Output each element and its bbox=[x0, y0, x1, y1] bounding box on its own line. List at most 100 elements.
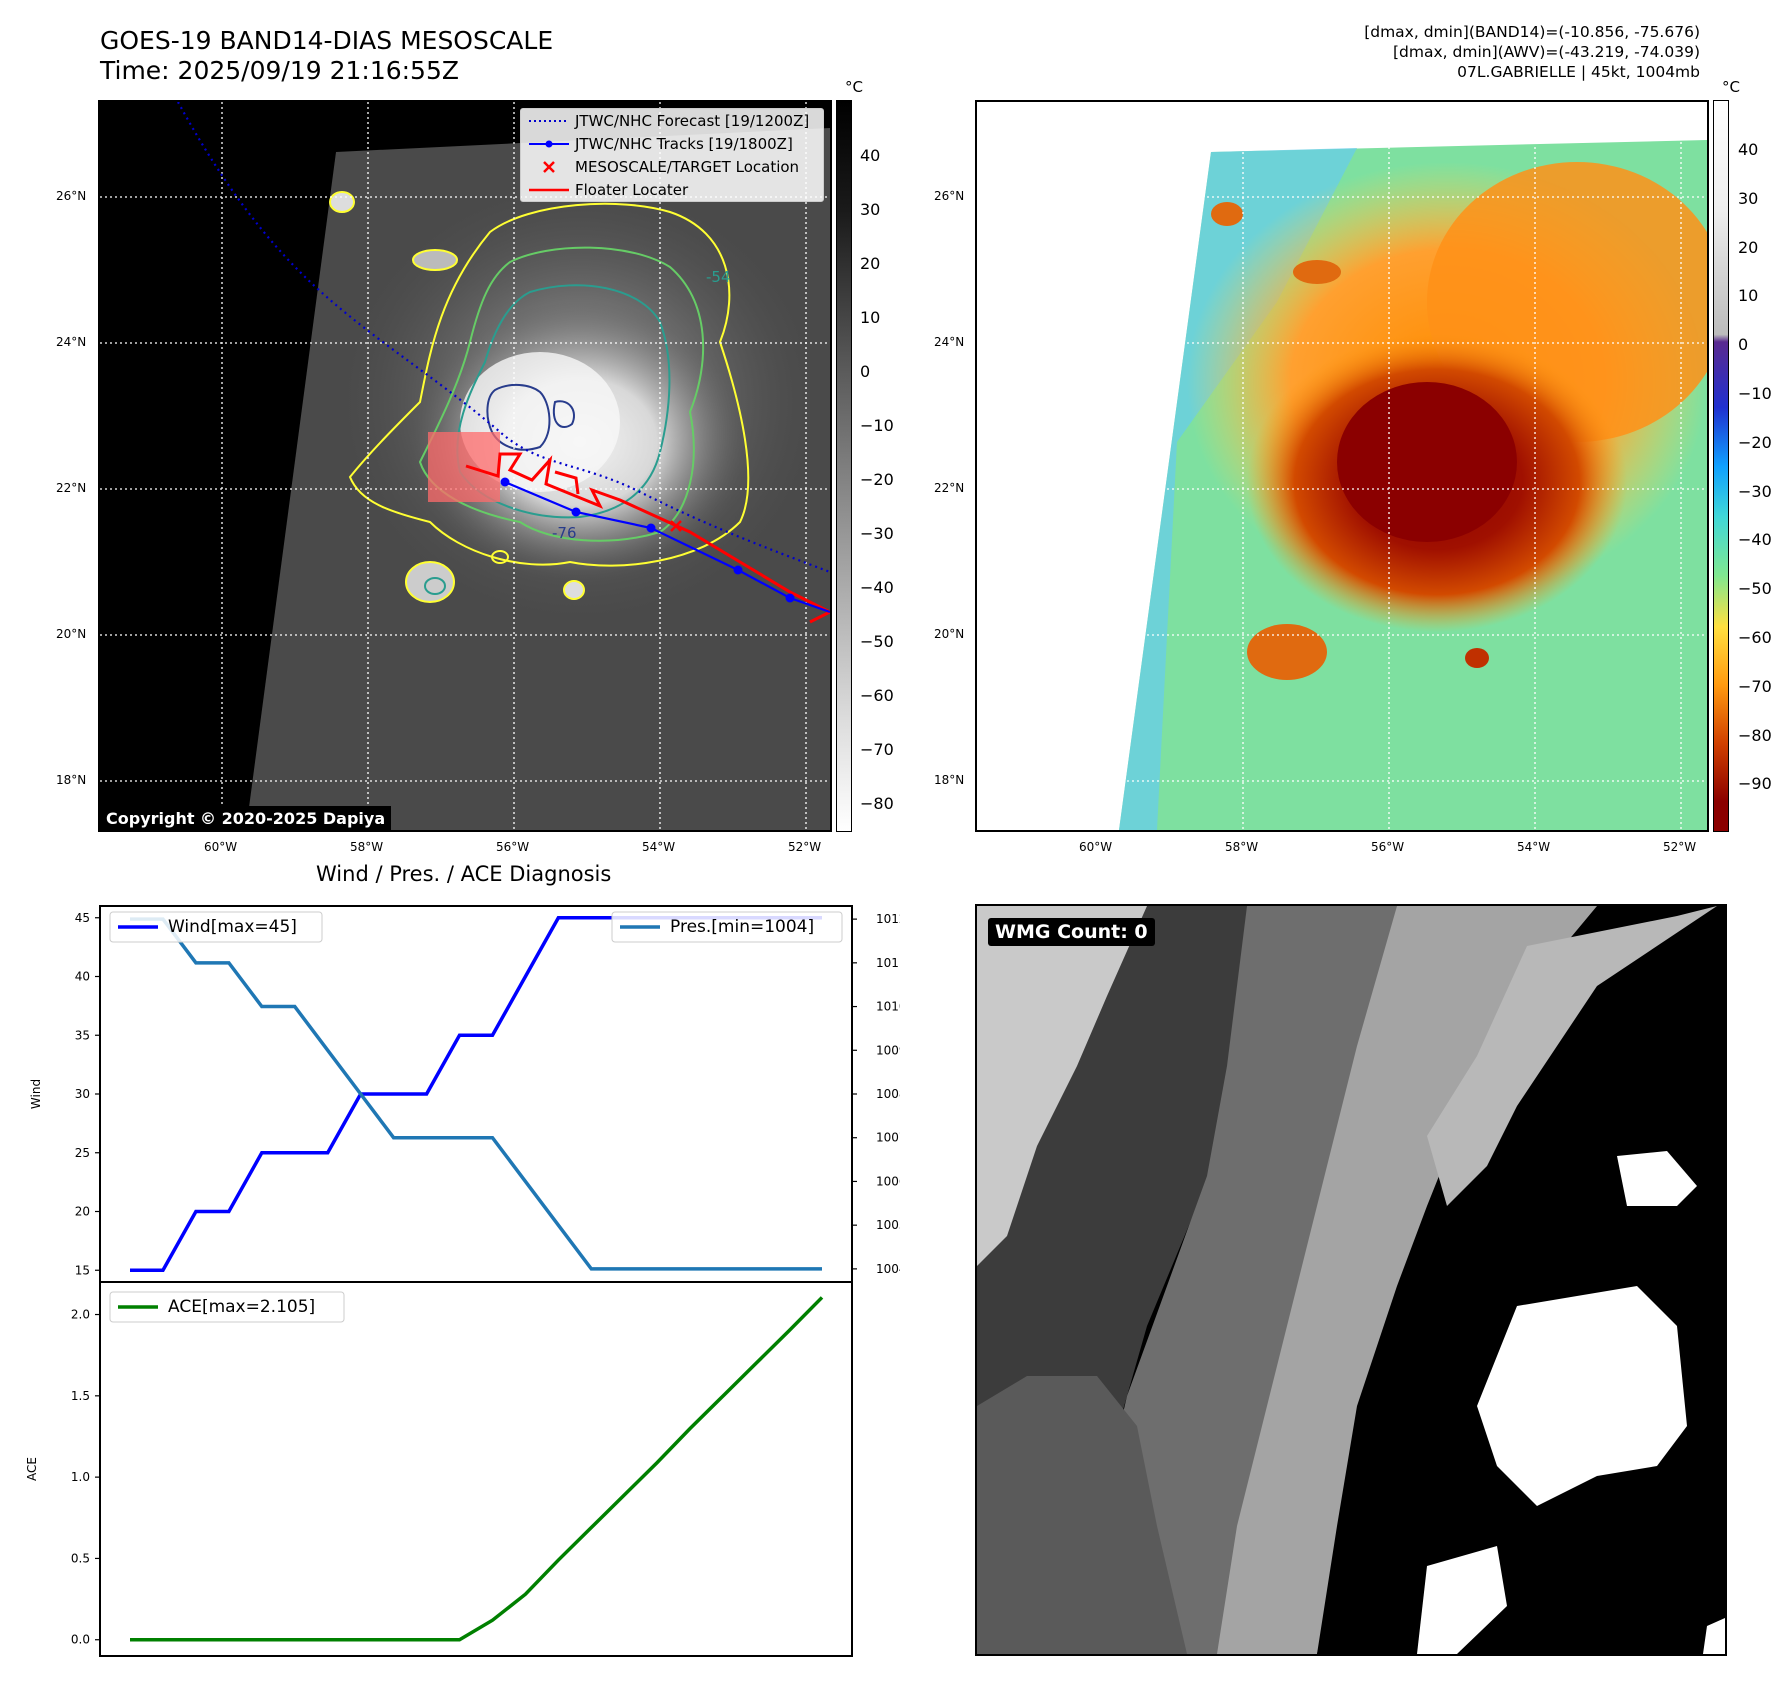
lon-label: 58°W bbox=[350, 840, 384, 854]
awv-map-panel bbox=[975, 100, 1709, 832]
lat-label: 20°N bbox=[934, 627, 965, 641]
wind-tick-label: 40 bbox=[75, 970, 90, 984]
contour-green bbox=[418, 246, 705, 542]
awv-colorbar-tick: −80 bbox=[1738, 725, 1772, 745]
awv-colorbar-tick: 0 bbox=[1738, 335, 1749, 355]
lon-label: 54°W bbox=[642, 840, 676, 854]
wind-legend-box bbox=[109, 911, 323, 943]
band14-colorbar bbox=[836, 100, 852, 832]
jtwc-nhc-track bbox=[504, 480, 830, 614]
awv-colorbar-tick: −20 bbox=[1738, 432, 1772, 452]
wind-tick-label: 45 bbox=[75, 911, 90, 925]
contour-yellow bbox=[348, 202, 750, 567]
dotted-line-icon bbox=[529, 114, 569, 128]
ace-tick-label: 0.5 bbox=[71, 1551, 90, 1565]
band14-colorbar-tick: −30 bbox=[860, 524, 894, 543]
pressure-tick-label: 1006 bbox=[876, 1174, 900, 1188]
lat-label: 22°N bbox=[56, 481, 87, 495]
band14-colorbar-tick: −60 bbox=[860, 686, 894, 705]
legend-label: JTWC/NHC Forecast [19/1200Z] bbox=[575, 111, 810, 130]
pressure-tick-label: 1012 bbox=[876, 912, 900, 926]
legend-label: Floater Locater bbox=[575, 180, 689, 199]
wind-tick-label: 30 bbox=[75, 1087, 90, 1101]
band14-colorbar-tick: −50 bbox=[860, 632, 894, 651]
copyright-badge: Copyright © 2020-2025 Dapiya bbox=[100, 806, 392, 831]
storm-info: 07L.GABRIELLE | 45kt, 1004mb bbox=[1457, 63, 1700, 81]
pressure-tick-label: 1008 bbox=[876, 1087, 900, 1101]
awv-colorbar-tick: −90 bbox=[1738, 774, 1772, 794]
pressure-legend-label: Pres.[min=1004] bbox=[670, 917, 814, 937]
band14-colorbar-tick: 40 bbox=[860, 146, 881, 165]
diagnosis-title: Wind / Pres. / ACE Diagnosis bbox=[316, 862, 612, 886]
band14-colorbar-tick: −40 bbox=[860, 578, 894, 597]
legend-item-forecast: JTWC/NHC Forecast [19/1200Z] bbox=[521, 109, 823, 132]
floater-locater bbox=[465, 452, 830, 624]
legend-item-target: MESOSCALE/TARGET Location bbox=[521, 155, 823, 178]
ace-axis-label: ACE bbox=[25, 1457, 39, 1481]
legend-item-floater: Floater Locater bbox=[521, 178, 823, 201]
awv-colorbar-tick: 10 bbox=[1738, 286, 1759, 306]
pressure-tick-label: 1009 bbox=[876, 1043, 900, 1057]
awv-colorbar-tick: 20 bbox=[1738, 237, 1759, 257]
contour-teal bbox=[456, 284, 671, 519]
awv-colorbar-tick: −70 bbox=[1738, 676, 1772, 696]
ace-legend-box bbox=[109, 1291, 345, 1323]
ace-axes bbox=[99, 1281, 853, 1657]
awv-colorbar-tick: −60 bbox=[1738, 628, 1772, 647]
lon-label: 60°W bbox=[1079, 840, 1113, 854]
colorbar-unit: °C bbox=[845, 78, 863, 96]
lat-label: 24°N bbox=[934, 335, 965, 349]
ace-legend-label: ACE[max=2.105] bbox=[168, 1297, 315, 1317]
line-marker-icon bbox=[529, 137, 569, 151]
lat-label: 24°N bbox=[56, 335, 87, 349]
diagnosis-chart: 15 20 25 30 35 40 45 1004 1005 1006 1007 1008 1009 10… bbox=[25, 905, 900, 1657]
legend-item-tracks: JTWC/NHC Tracks [19/1800Z] bbox=[521, 132, 823, 155]
band14-map: -54 -76 bbox=[100, 102, 830, 830]
awv-gridlines bbox=[977, 102, 1707, 830]
pressure-tick-label: 1007 bbox=[876, 1131, 900, 1145]
lon-label: 60°W bbox=[204, 840, 238, 854]
band14-colorbar-tick: 0 bbox=[860, 362, 871, 381]
stats-awv: [dmax, dmin](AWV)=(-43.219, -74.039) bbox=[1393, 43, 1700, 61]
x-marker-icon bbox=[529, 160, 569, 174]
wind-legend-label: Wind[max=45] bbox=[168, 917, 297, 937]
title-line-1: GOES-19 BAND14-DIAS MESOSCALE bbox=[100, 26, 554, 55]
contour-navy bbox=[486, 384, 551, 451]
ace-tick-label: 0.0 bbox=[71, 1633, 90, 1647]
colorbar-unit: °C bbox=[1722, 78, 1740, 96]
awv-colorbar-tick: 30 bbox=[1738, 188, 1759, 208]
lon-label: 54°W bbox=[1517, 840, 1551, 854]
awv-colorbar bbox=[1713, 100, 1729, 832]
band14-colorbar-tick: −10 bbox=[860, 416, 894, 435]
stats-header: [dmax, dmin](BAND14)=(-10.856, -75.676) … bbox=[1364, 22, 1700, 82]
awv-colorbar-tick: 40 bbox=[1738, 140, 1759, 159]
wmg-panel bbox=[975, 904, 1727, 1656]
pressure-tick-label: 1004 bbox=[876, 1262, 900, 1276]
band14-colorbar-tick: 30 bbox=[860, 200, 881, 219]
lon-label: 58°W bbox=[1225, 840, 1259, 854]
stats-band14: [dmax, dmin](BAND14)=(-10.856, -75.676) bbox=[1364, 23, 1700, 41]
awv-colorbar-tick: −50 bbox=[1738, 579, 1772, 599]
band14-colorbar-tick: −80 bbox=[860, 794, 894, 813]
ace-tick-label: 1.5 bbox=[71, 1389, 90, 1403]
lat-label: 26°N bbox=[934, 189, 965, 203]
lat-label: 22°N bbox=[934, 481, 965, 495]
lon-label: 52°W bbox=[1663, 840, 1697, 854]
map-legend: JTWC/NHC Forecast [19/1200Z] JTWC/NHC Tr… bbox=[520, 108, 824, 202]
wind-axis-label: Wind bbox=[29, 1079, 43, 1109]
awv-colorbar-tick: −30 bbox=[1738, 481, 1772, 501]
band14-map-panel: -54 -76 JTWC/NHC Forecast [19/1200Z] JTW… bbox=[98, 100, 832, 832]
ace-line bbox=[130, 1296, 824, 1642]
lat-label: 26°N bbox=[56, 189, 87, 203]
contour-label-76: -76 bbox=[552, 524, 577, 542]
awv-colorbar-tick: −10 bbox=[1738, 384, 1772, 403]
pressure-legend-box bbox=[611, 911, 843, 943]
band14-colorbar-tick: −20 bbox=[860, 470, 894, 489]
pressure-tick-label: 1005 bbox=[876, 1218, 900, 1232]
wind-tick-label: 20 bbox=[75, 1205, 90, 1219]
lat-label: 18°N bbox=[934, 773, 965, 787]
band14-colorbar-tick: 10 bbox=[860, 308, 881, 327]
lon-label: 52°W bbox=[788, 840, 822, 854]
legend-label: MESOSCALE/TARGET Location bbox=[575, 157, 800, 176]
lat-label: 18°N bbox=[56, 773, 87, 787]
